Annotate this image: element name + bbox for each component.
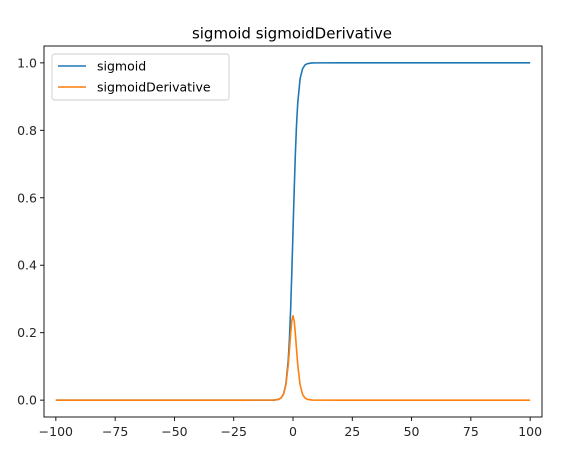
x-tick-label: 50 [404, 424, 420, 439]
legend-label-sigmoid: sigmoid [97, 59, 146, 74]
y-tick-label: 1.0 [17, 55, 37, 70]
axes: −100 −75 −50 −25 0 25 50 75 100 0.0 0.2 0.4 0.6 0.8 1.… [17, 45, 543, 439]
x-tick-label: −100 [39, 424, 73, 439]
chart-title: sigmoid sigmoidDerivative [192, 25, 392, 43]
x-tick-label: 0 [289, 424, 297, 439]
y-tick-label: 0.4 [17, 258, 37, 273]
x-tick-label: −25 [221, 424, 247, 439]
x-tick-label: −75 [102, 424, 128, 439]
series-line-sigmoid [55, 62, 531, 401]
y-tick-label: 0.0 [17, 393, 37, 408]
legend-box [51, 53, 230, 101]
x-tick-label: 75 [463, 424, 479, 439]
legend-label-sigmoidDerivative: sigmoidDerivative [97, 80, 211, 95]
legend: sigmoid sigmoidDerivative [51, 53, 230, 101]
y-tick-label: 0.2 [17, 325, 37, 340]
x-tick-label: 100 [518, 424, 542, 439]
x-tick-label: 25 [344, 424, 360, 439]
plot-area [55, 62, 531, 401]
x-tick-label: −50 [161, 424, 187, 439]
y-tick-label: 0.6 [17, 190, 37, 205]
y-tick-label: 0.8 [17, 123, 37, 138]
series-line-sigmoidDerivative [55, 315, 531, 401]
